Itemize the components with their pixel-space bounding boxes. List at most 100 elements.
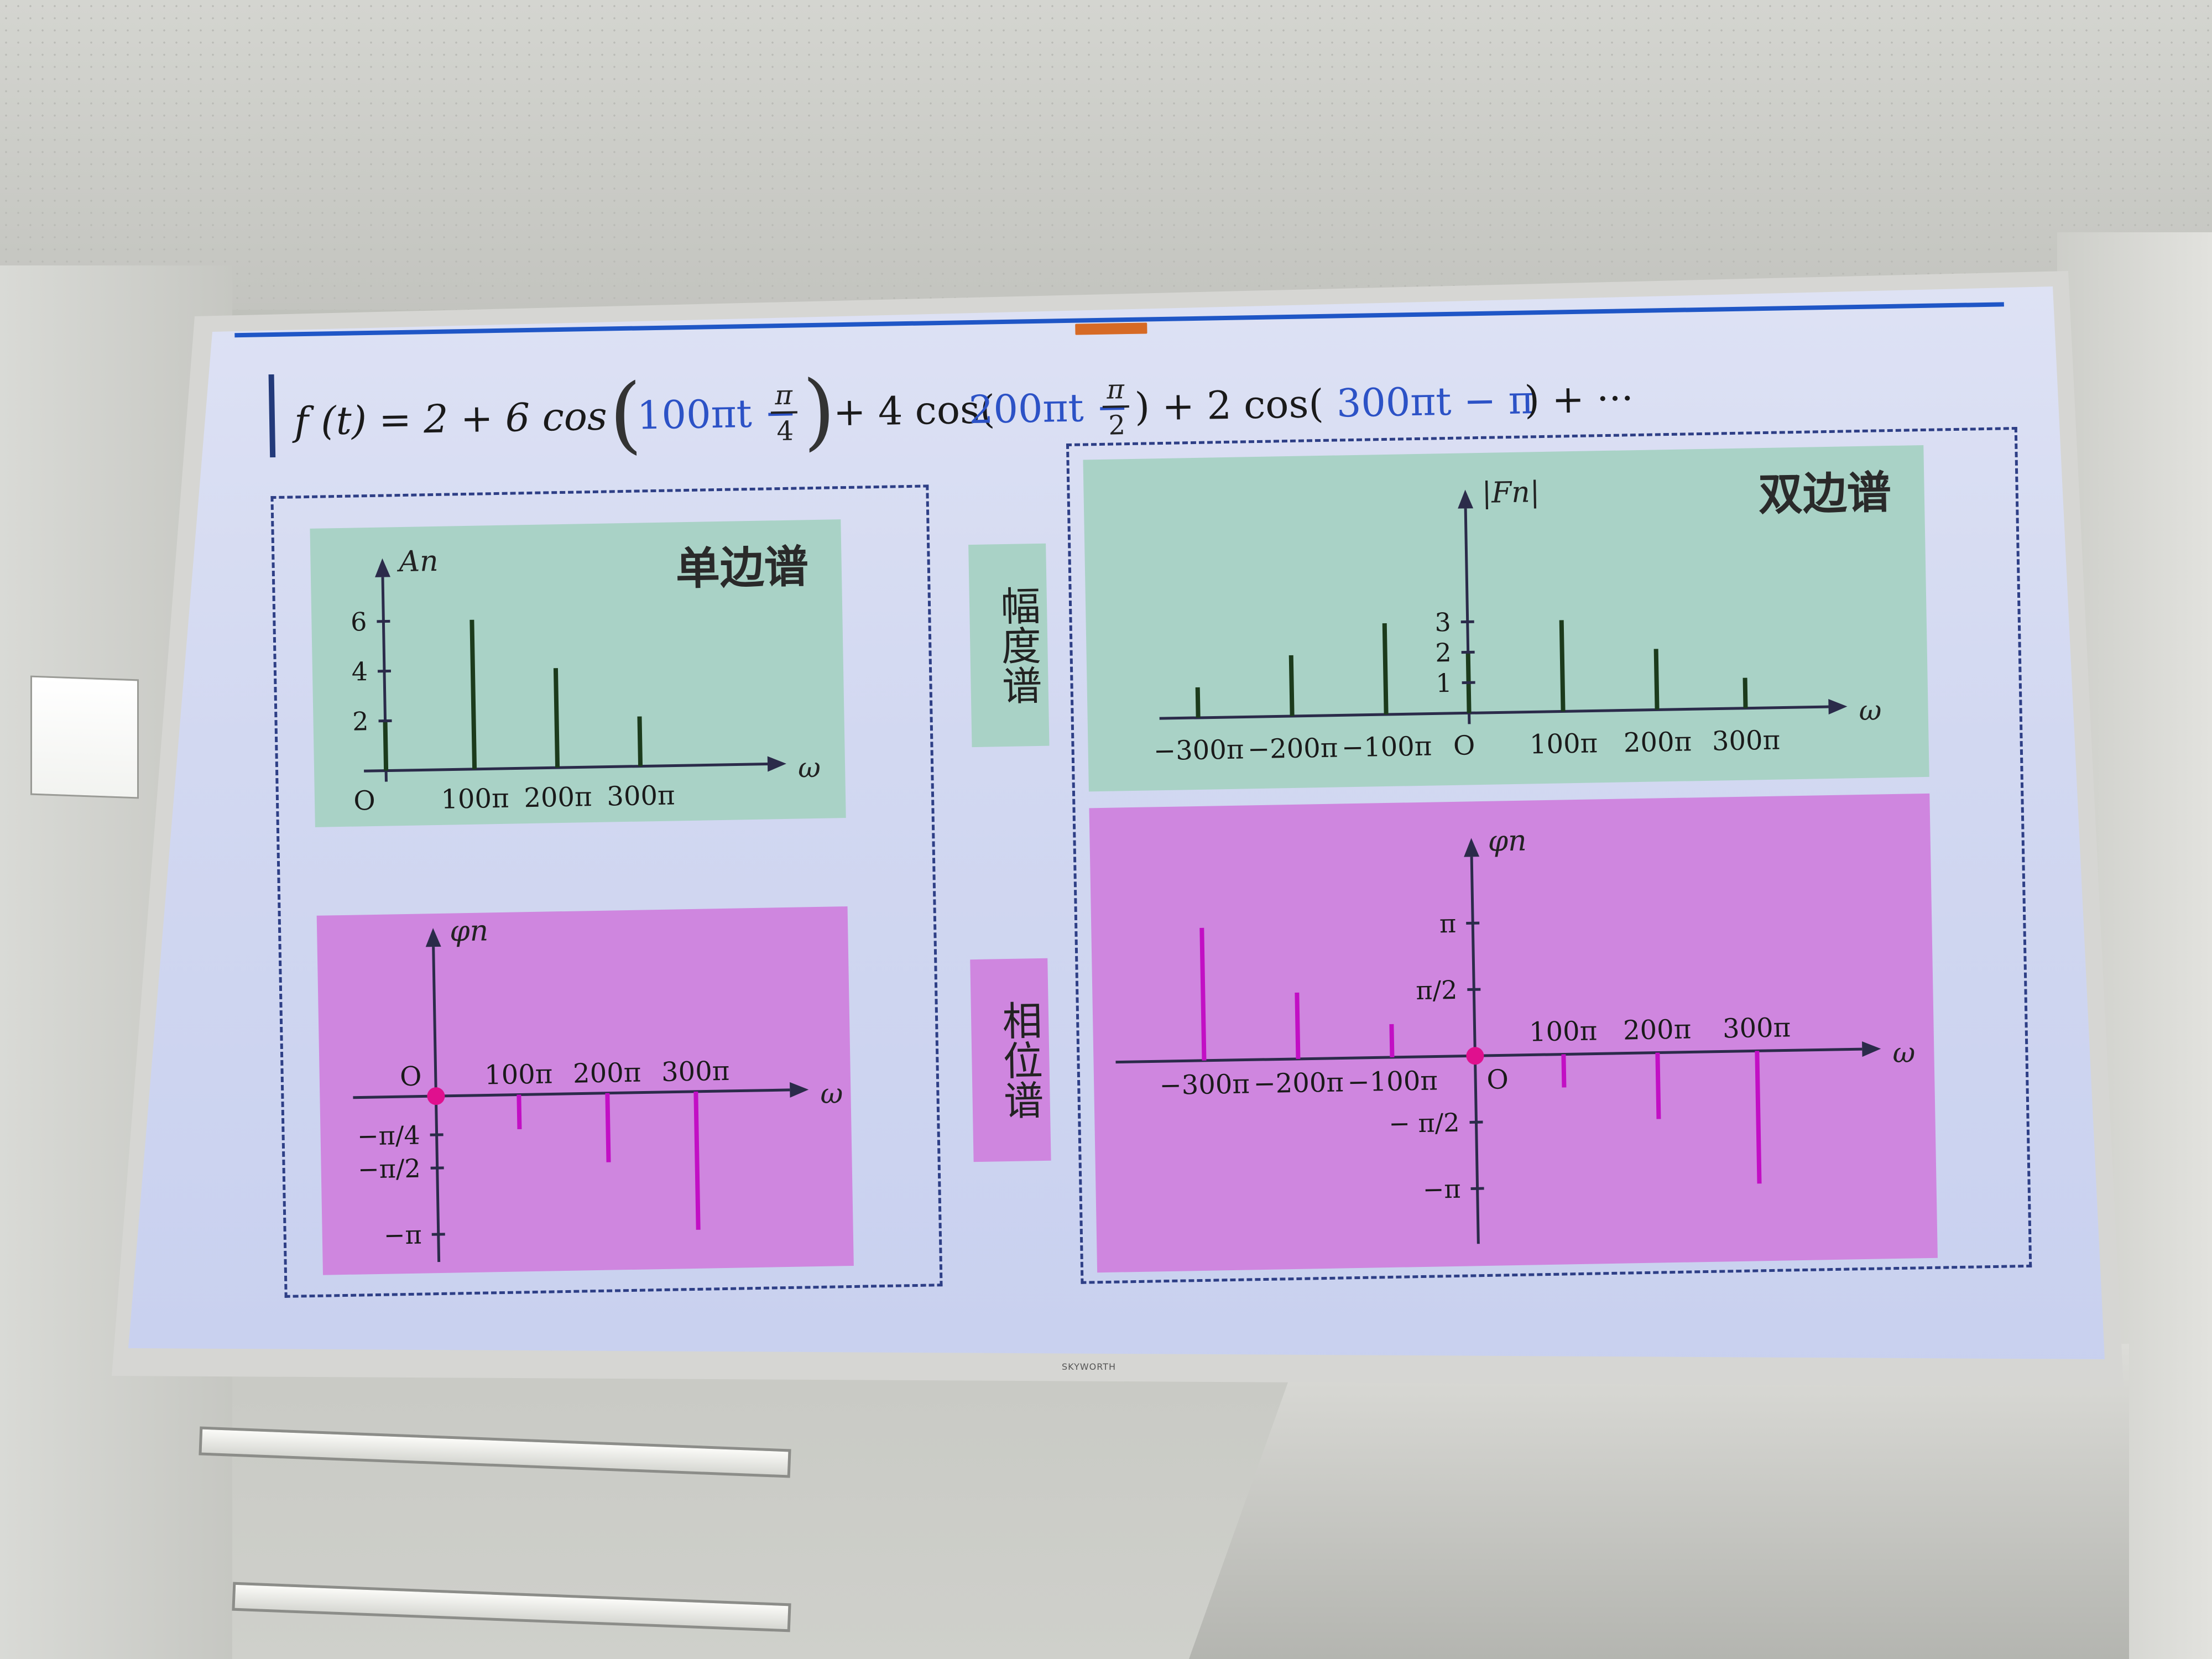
x-tick-label: −100π bbox=[1347, 1065, 1438, 1098]
x-tick-label: 200π bbox=[573, 1057, 641, 1089]
formula-lhs: f (t) = 2 + 6 cos bbox=[291, 394, 607, 445]
two-sided-amplitude-chart: ω |Fn| −300π −200π −100π O 100π 200π 300π 123 bbox=[1154, 476, 1882, 767]
y-tick-label: −π bbox=[1422, 1174, 1461, 1204]
y-tick-label: −π bbox=[384, 1220, 422, 1250]
x-axis bbox=[353, 1088, 790, 1099]
y-axis-label: An bbox=[397, 545, 439, 578]
x-axis-arrow bbox=[1828, 699, 1848, 715]
x-axis bbox=[1115, 1047, 1863, 1064]
title-accent-bar bbox=[268, 374, 276, 458]
x-tick-label: 300π bbox=[661, 1056, 730, 1088]
x-tick-label: O bbox=[1453, 730, 1475, 761]
ceiling-lamp bbox=[199, 1426, 791, 1478]
y-axis-arrow bbox=[1458, 489, 1474, 509]
two-sided-phase-chart: ω φn −300π −200π −100π O 100π 200π 300π π π/2 − π/2… bbox=[1115, 825, 1916, 1244]
x-tick-label: O bbox=[1486, 1064, 1509, 1095]
y-tick-label: 6 bbox=[351, 607, 367, 637]
one-sided-amplitude-panel: 单边谱 ω An O 100π 200π 300π 2 4 6 bbox=[310, 519, 846, 827]
formula-paren-close: ) bbox=[802, 363, 836, 460]
x-axis-arrow bbox=[790, 1082, 809, 1098]
spectrum-line bbox=[383, 721, 389, 771]
y-axis-arrow bbox=[375, 558, 391, 577]
formula-term2: 200πt − bbox=[968, 384, 1129, 432]
spectrum-line bbox=[469, 619, 477, 769]
phase-label: 相位谱 bbox=[970, 958, 1051, 1162]
spectrum-line bbox=[1655, 1052, 1661, 1119]
x-axis-label: ω bbox=[1859, 694, 1882, 727]
slide-logo bbox=[1075, 322, 1147, 335]
y-tick-label: 1 bbox=[1436, 668, 1452, 698]
one-sided-phase-chart: ω φn O 100π 200π 300π −π/4−π/2 −π bbox=[353, 914, 843, 1262]
x-tick-label: 300π bbox=[1723, 1012, 1791, 1044]
spectrum-line bbox=[1755, 1051, 1762, 1184]
y-axis-arrow bbox=[425, 928, 441, 947]
spectrum-line bbox=[1295, 992, 1301, 1059]
origin-dot bbox=[1466, 1047, 1484, 1065]
y-tick-label: 4 bbox=[351, 656, 368, 687]
two-sided-amplitude-panel: 双边谱 ω |Fn| −300π −200π −100π O 100π 200π 300π 1 2 3 bbox=[1083, 445, 1929, 792]
y-axis-label: φn bbox=[1488, 825, 1527, 858]
x-tick-label: 300π bbox=[607, 780, 675, 812]
formula-term1-den: 4 bbox=[776, 416, 794, 447]
window-light bbox=[30, 675, 139, 799]
x-tick-label: 100π bbox=[1530, 728, 1598, 760]
x-tick-label: −200π bbox=[1247, 733, 1338, 765]
spectrum-line bbox=[1559, 620, 1566, 712]
y-axis-arrow bbox=[1464, 838, 1480, 857]
one-sided-title: 单边谱 bbox=[675, 541, 809, 595]
x-axis-label: ω bbox=[1892, 1036, 1916, 1069]
x-tick-label: −200π bbox=[1253, 1067, 1344, 1099]
formula-term3: 300πt − π bbox=[1336, 377, 1534, 426]
tv-brand: SKYWORTH bbox=[1062, 1361, 1117, 1372]
x-axis-label: ω bbox=[798, 752, 821, 784]
spectrum-line bbox=[605, 1093, 611, 1162]
x-axis-arrow bbox=[767, 756, 787, 772]
y-tick-label: − π/2 bbox=[1389, 1108, 1460, 1139]
spectrum-line bbox=[1382, 623, 1389, 715]
ceiling-mount bbox=[1189, 1344, 2129, 1659]
ceiling-background bbox=[0, 0, 2212, 310]
formula: f (t) = 2 + 6 cos ( 100πt − π 4 ) + 4 co… bbox=[288, 352, 1893, 468]
x-tick-label: −100π bbox=[1341, 731, 1432, 764]
slide: f (t) = 2 + 6 cos ( 100πt − π 4 ) + 4 co… bbox=[168, 286, 2100, 1359]
x-axis-label: ω bbox=[820, 1077, 843, 1110]
one-sided-phase-panel: ω φn O 100π 200π 300π −π/4 −π/2 −π bbox=[316, 906, 854, 1275]
x-tick-label: O bbox=[353, 785, 375, 817]
spectrum-line bbox=[1743, 677, 1748, 708]
origin-dot bbox=[427, 1087, 445, 1105]
amplitude-label: 幅度谱 bbox=[968, 543, 1050, 748]
spectrum-line bbox=[1653, 649, 1660, 710]
formula-term2-den: 2 bbox=[1108, 410, 1126, 441]
spectrum-line bbox=[553, 668, 560, 768]
x-tick-label: −300π bbox=[1159, 1068, 1250, 1101]
x-axis-arrow bbox=[1862, 1041, 1881, 1057]
formula-term2-num: π bbox=[1106, 374, 1125, 405]
x-tick-label: 100π bbox=[441, 783, 509, 815]
y-tick-label: 2 bbox=[352, 706, 369, 737]
x-axis bbox=[1159, 705, 1829, 720]
spectrum-line bbox=[637, 716, 643, 766]
y-tick-label: π/2 bbox=[1416, 975, 1458, 1005]
formula-term1: 100πt − bbox=[637, 390, 797, 439]
spectrum-line bbox=[1288, 655, 1295, 717]
spectrum-line bbox=[1199, 927, 1207, 1061]
y-tick-label: −π/4 bbox=[357, 1120, 420, 1151]
formula-tail: ) + ··· bbox=[1524, 375, 1634, 422]
x-tick-label: 300π bbox=[1712, 725, 1780, 757]
y-tick-label: 3 bbox=[1434, 607, 1451, 638]
two-sided-title: 双边谱 bbox=[1757, 467, 1892, 521]
ceiling-lamp bbox=[232, 1582, 791, 1632]
y-axis-label: φn bbox=[450, 914, 489, 948]
two-sided-phase-panel: ω φn −300π −200π −100π O 100π 200π 300π π π/2 − π/2… bbox=[1089, 793, 1938, 1273]
spectrum-line bbox=[693, 1091, 701, 1230]
y-tick-label: −π/2 bbox=[358, 1154, 421, 1185]
y-tick-label: π bbox=[1439, 909, 1457, 939]
y-axis-label: |Fn| bbox=[1481, 476, 1540, 510]
x-tick-label: O bbox=[400, 1061, 422, 1093]
spectrum-line bbox=[1561, 1054, 1567, 1088]
formula-mid2: ) + 2 cos( bbox=[1134, 381, 1324, 430]
x-tick-label: 200π bbox=[1623, 1014, 1692, 1046]
formula-term1-num: π bbox=[774, 380, 794, 411]
one-sided-amplitude-chart: ω An O 100π 200π 300π 2 4 6 bbox=[351, 545, 821, 817]
x-tick-label: −300π bbox=[1154, 734, 1244, 767]
